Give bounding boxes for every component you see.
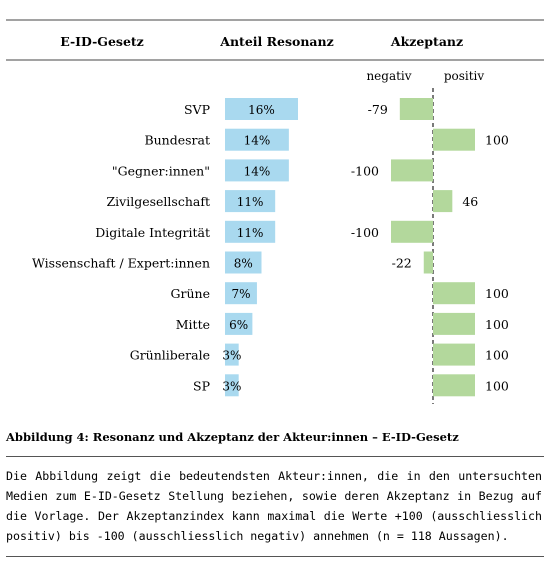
resonance-value-label: 11% (237, 195, 264, 209)
acceptance-bar (433, 312, 475, 335)
resonance-bar (225, 374, 239, 397)
acceptance-value-label: -100 (351, 225, 379, 240)
acceptance-value-label: -100 (351, 163, 379, 178)
resonance-value-label: 16% (248, 103, 275, 117)
resonance-value-label: 7% (231, 287, 250, 301)
acceptance-bar (433, 343, 475, 366)
label-negative: negativ (366, 69, 411, 83)
acceptance-value-label: 46 (462, 194, 478, 209)
acceptance-value-label: 100 (485, 286, 509, 301)
caption-divider-bottom (6, 556, 544, 557)
label-positive: positiv (444, 69, 485, 83)
resonance-bar (225, 220, 276, 243)
category-label: SVP (184, 102, 210, 117)
resonance-value-label: 11% (237, 226, 264, 240)
resonance-value-label: 8% (234, 257, 253, 271)
category-label: Grüne (171, 286, 210, 301)
acceptance-value-label: 100 (485, 348, 509, 363)
category-label: SP (193, 378, 210, 393)
acceptance-value-label: -22 (392, 256, 412, 271)
resonance-value-label: 14% (244, 134, 271, 148)
header-acceptance: Akzeptanz (390, 34, 463, 49)
header-category: E-ID-Gesetz (60, 34, 144, 49)
acceptance-value-label: -79 (368, 102, 388, 117)
acceptance-bar (391, 220, 433, 243)
resonance-value-label: 14% (244, 164, 271, 178)
acceptance-value-label: 100 (485, 378, 509, 393)
acceptance-bar (433, 282, 475, 305)
category-label: Grünliberale (130, 348, 210, 363)
resonance-bar (225, 282, 257, 305)
resonance-value-label: 3% (222, 349, 241, 363)
acceptance-value-label: 100 (485, 133, 509, 148)
acceptance-bar (433, 374, 475, 397)
caption-divider-top (6, 456, 544, 457)
acceptance-bar (423, 251, 433, 274)
resonance-bar (225, 128, 289, 151)
resonance-bar (225, 343, 239, 366)
resonance-bar (225, 98, 298, 120)
category-label: "Gegner:innen" (112, 163, 210, 178)
resonance-bar (225, 251, 262, 274)
acceptance-bar (433, 128, 475, 151)
category-label: Bundesrat (144, 133, 210, 148)
acceptance-value-label: 100 (485, 317, 509, 332)
category-label: Wissenschaft / Expert:innen (32, 256, 210, 271)
figure-caption-text: Die Abbildung zeigt die bedeutendsten Ak… (6, 469, 542, 543)
resonance-bar (225, 159, 289, 182)
figure-caption-title: Abbildung 4: Resonanz und Akzeptanz der … (6, 430, 459, 444)
header-resonance: Anteil Resonanz (219, 34, 333, 49)
resonance-value-label: 3% (222, 379, 241, 393)
actor-chart: E-ID-Gesetz Anteil Resonanz Akzeptanz negat… (6, 19, 544, 404)
resonance-bar (225, 190, 276, 213)
category-label: Zivilgesellschaft (106, 194, 210, 209)
category-label: Mitte (176, 317, 210, 332)
acceptance-bar (433, 190, 453, 213)
category-label: Digitale Integrität (95, 225, 210, 240)
resonance-value-label: 6% (229, 318, 248, 332)
resonance-bar (225, 312, 253, 335)
acceptance-bar (399, 98, 433, 120)
acceptance-bar (391, 159, 433, 182)
